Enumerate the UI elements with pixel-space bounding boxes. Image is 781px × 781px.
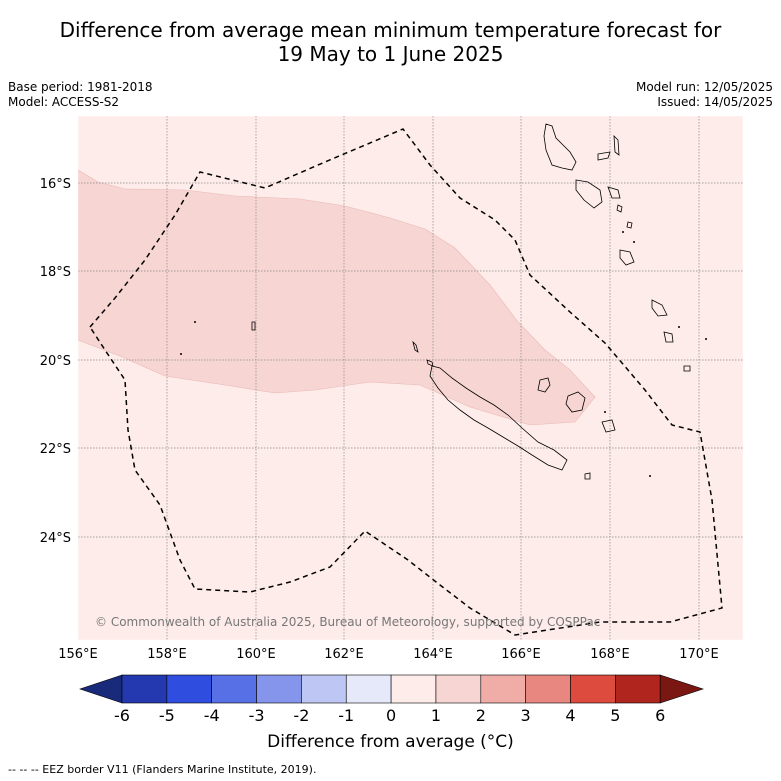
lon-label: 162°E: [324, 647, 364, 662]
colorbar-tick-label: 3: [521, 706, 531, 725]
lat-label: 22°S: [40, 442, 71, 457]
meta-left: Base period: 1981-2018 Model: ACCESS-S2: [8, 80, 153, 110]
colorbar-tick-label: 0: [386, 706, 396, 725]
lon-label: 168°E: [590, 647, 630, 662]
title-line-1: Difference from average mean minimum tem…: [59, 18, 722, 42]
colorbar-bin: [166, 674, 213, 704]
colorbar-bin: [345, 674, 392, 704]
colorbar-tick-label: -2: [293, 706, 309, 725]
lon-label: 170°E: [679, 647, 719, 662]
lat-label: 18°S: [40, 265, 71, 280]
longitude-labels: 156°E 158°E 160°E 162°E 164°E 166°E 168°…: [58, 647, 719, 662]
colorbar-bin: [301, 674, 347, 704]
colorbar-tick-label: 5: [610, 706, 620, 725]
colorbar-bin: [211, 674, 257, 704]
colorbar-extend-high: [659, 674, 704, 704]
base-period: Base period: 1981-2018: [8, 80, 153, 94]
colorbar-bin: [570, 674, 616, 704]
anomaly-region-1-to-2: [78, 169, 596, 426]
lon-label: 160°E: [236, 647, 276, 662]
colorbar-tick-label: -5: [159, 706, 175, 725]
lat-label: 24°S: [40, 531, 71, 546]
meta-right: Model run: 12/05/2025 Issued: 14/05/2025: [636, 80, 773, 110]
lat-label: 16°S: [40, 177, 71, 192]
colorbar-bin: [256, 674, 302, 704]
lat-label: 20°S: [40, 354, 71, 369]
colorbar: [79, 674, 704, 704]
lon-label: 164°E: [413, 647, 453, 662]
issued-date: Issued: 14/05/2025: [657, 95, 773, 109]
latitude-labels: 16°S 18°S 20°S 22°S 24°S: [40, 177, 71, 546]
map-title: Difference from average mean minimum tem…: [0, 18, 781, 66]
colorbar-title: Difference from average (°C): [267, 732, 514, 752]
gridlines: [78, 116, 743, 640]
eez-border: [89, 128, 723, 636]
model-run: Model run: 12/05/2025: [635, 80, 773, 94]
colorbar-tick-label: -1: [338, 706, 354, 725]
colorbar-bin: [435, 674, 482, 704]
colorbar-tick-label: 2: [476, 706, 486, 725]
colorbar-tick-label: 6: [655, 706, 665, 725]
colorbar-bin: [480, 674, 526, 704]
colorbar-tick-label: 1: [431, 706, 441, 725]
colorbar-bin: [121, 674, 168, 704]
colorbar-tick-label: -6: [114, 706, 130, 725]
colorbar-tick-label: 4: [565, 706, 575, 725]
lon-label: 158°E: [147, 647, 187, 662]
colorbar-bin: [390, 674, 437, 704]
eez-legend: -- -- -- EEZ border V11 (Flanders Marine…: [8, 763, 317, 776]
colorbar-extend-low: [79, 674, 123, 704]
islands: [251, 123, 691, 480]
colorbar-bin: [615, 674, 661, 704]
lon-label: 156°E: [58, 647, 98, 662]
lon-label: 166°E: [501, 647, 541, 662]
colorbar-tick-label: -4: [204, 706, 220, 725]
title-line-2: 19 May to 1 June 2025: [277, 42, 504, 66]
small-islets: [180, 231, 707, 477]
copyright-notice: © Commonwealth of Australia 2025, Bureau…: [95, 615, 600, 629]
colorbar-labels: -6 -5 -4 -3 -2 -1 0 1 2 3 4 5 6: [114, 706, 665, 725]
model-name: Model: ACCESS-S2: [8, 95, 120, 109]
colorbar-bin: [525, 674, 571, 704]
colorbar-tick-label: -3: [249, 706, 265, 725]
